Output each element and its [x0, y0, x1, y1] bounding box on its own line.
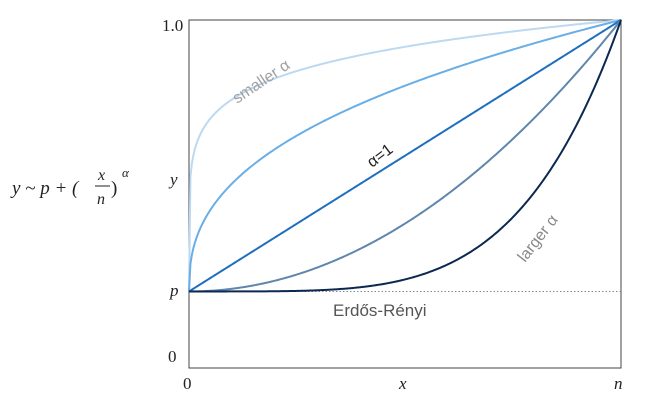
- series-curve-1: [188, 19, 622, 292]
- series-curve-2: [188, 19, 622, 293]
- y-tick-label-p: p: [169, 281, 179, 300]
- formula-denominator: n: [97, 191, 105, 208]
- series-curve-0: [188, 19, 622, 292]
- x-tick-label-0: 0: [183, 374, 192, 393]
- series-curves: [188, 19, 622, 293]
- formula-numerator: x: [97, 167, 105, 184]
- annotation-alpha-one: α=1: [364, 141, 396, 171]
- formula-exponent: α: [122, 165, 130, 180]
- plot-frame: [188, 19, 622, 369]
- formula: y ~ p + ( x n ) α: [10, 165, 130, 208]
- baseline-label: Erdős-Rényi: [333, 301, 427, 320]
- series-curve-3: [189, 19, 622, 293]
- y-tick-label-0: 0: [168, 347, 177, 366]
- formula-rhs: ): [111, 178, 117, 199]
- x-axis-label: x: [398, 374, 407, 393]
- formula-lhs: y ~ p + (: [10, 178, 80, 199]
- annotation-larger-alpha: larger α: [515, 212, 562, 265]
- y-axis-label: y: [168, 170, 178, 189]
- y-tick-label-1: 1.0: [162, 16, 183, 35]
- series-curve-4: [189, 19, 622, 293]
- x-tick-label-n: n: [614, 374, 623, 393]
- annotation-smaller-alpha: smaller α: [230, 57, 294, 108]
